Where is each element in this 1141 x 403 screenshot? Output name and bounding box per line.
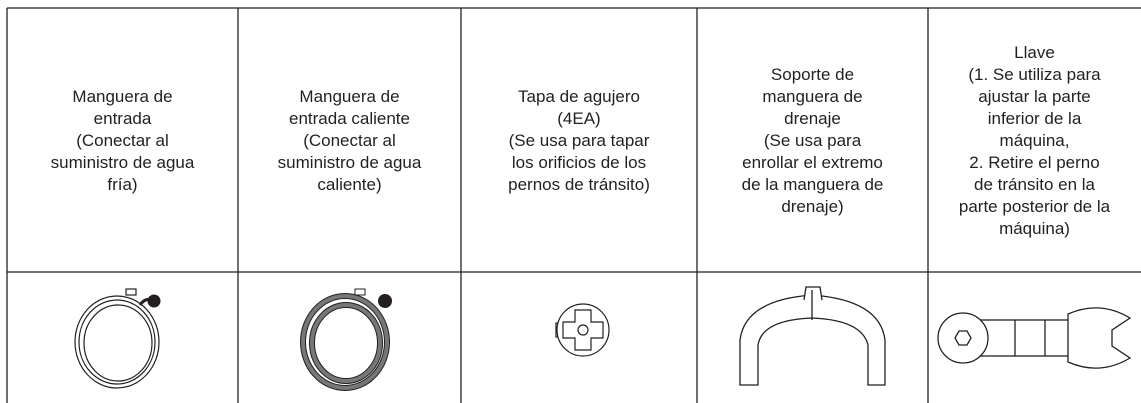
cell-text-line: Manguera de — [299, 86, 400, 106]
cell-text-line: suministro de agua — [50, 152, 195, 172]
cell-text-line: (Conectar al — [303, 130, 396, 150]
cell-text-line: drenaje — [784, 108, 841, 128]
cell-text-line: manguera de — [762, 86, 863, 106]
cell-text-line: (1. Se utiliza para — [968, 64, 1101, 84]
cell: Manguera de entrada caliente (Conectar al s… — [238, 9, 461, 272]
cell-text-line: suministro de agua — [277, 152, 422, 172]
icon-hose — [74, 288, 161, 389]
cell-text-line: (Conectar al — [76, 130, 169, 150]
cell-text-line: drenaje) — [781, 196, 844, 216]
cell-text-line: inferior de la — [987, 108, 1082, 128]
cell-text-line: entrada — [93, 108, 152, 128]
cell-text-line: caliente) — [317, 174, 382, 194]
cell-text-line: pernos de tránsito) — [508, 174, 650, 194]
cell-text-line: Llave — [1014, 42, 1055, 62]
icon-wrench — [937, 307, 1132, 369]
cell-text-line: Soporte de — [770, 64, 855, 84]
cell-text-line: máquina, — [999, 130, 1070, 150]
cell-text-line: enrollar el extremo — [742, 152, 883, 172]
icon-drain-holder — [739, 286, 886, 386]
icon-cap — [555, 303, 610, 357]
cell: Manguera de entrada (Conectar al suministro… — [7, 9, 238, 272]
cell-text-line: máquina) — [999, 218, 1070, 238]
cell-text-line: fría) — [107, 174, 138, 194]
cell-text-line: ajustar la parte — [978, 86, 1091, 106]
cell-text-line: (4EA) — [557, 108, 601, 128]
cell-text-line: parte posterior de la — [958, 196, 1111, 216]
cell-text-line: (Se usa para — [763, 130, 862, 150]
cell-text-line: Manguera de — [72, 86, 173, 106]
cell-text-line: Tapa de agujero — [518, 86, 640, 106]
cell: Tapa de agujero (4EA) (Se usa para tapar lo… — [461, 9, 697, 272]
cell-text-line: de la manguera de — [741, 174, 884, 194]
cell: Soporte de manguera de drenaje (Se usa para… — [697, 9, 928, 272]
cell-text-line: 2. Retire el perno — [969, 152, 1100, 172]
cell-text-line: de tránsito en la — [974, 174, 1095, 194]
cell-text-line: entrada caliente — [289, 108, 410, 128]
cell: Llave (1. Se utiliza para ajustar la parte… — [928, 9, 1141, 272]
cell-text-line: (Se usa para tapar — [508, 130, 650, 150]
icon-hot-hose — [300, 288, 392, 391]
cell-text-line: los orificios de los — [511, 152, 647, 172]
